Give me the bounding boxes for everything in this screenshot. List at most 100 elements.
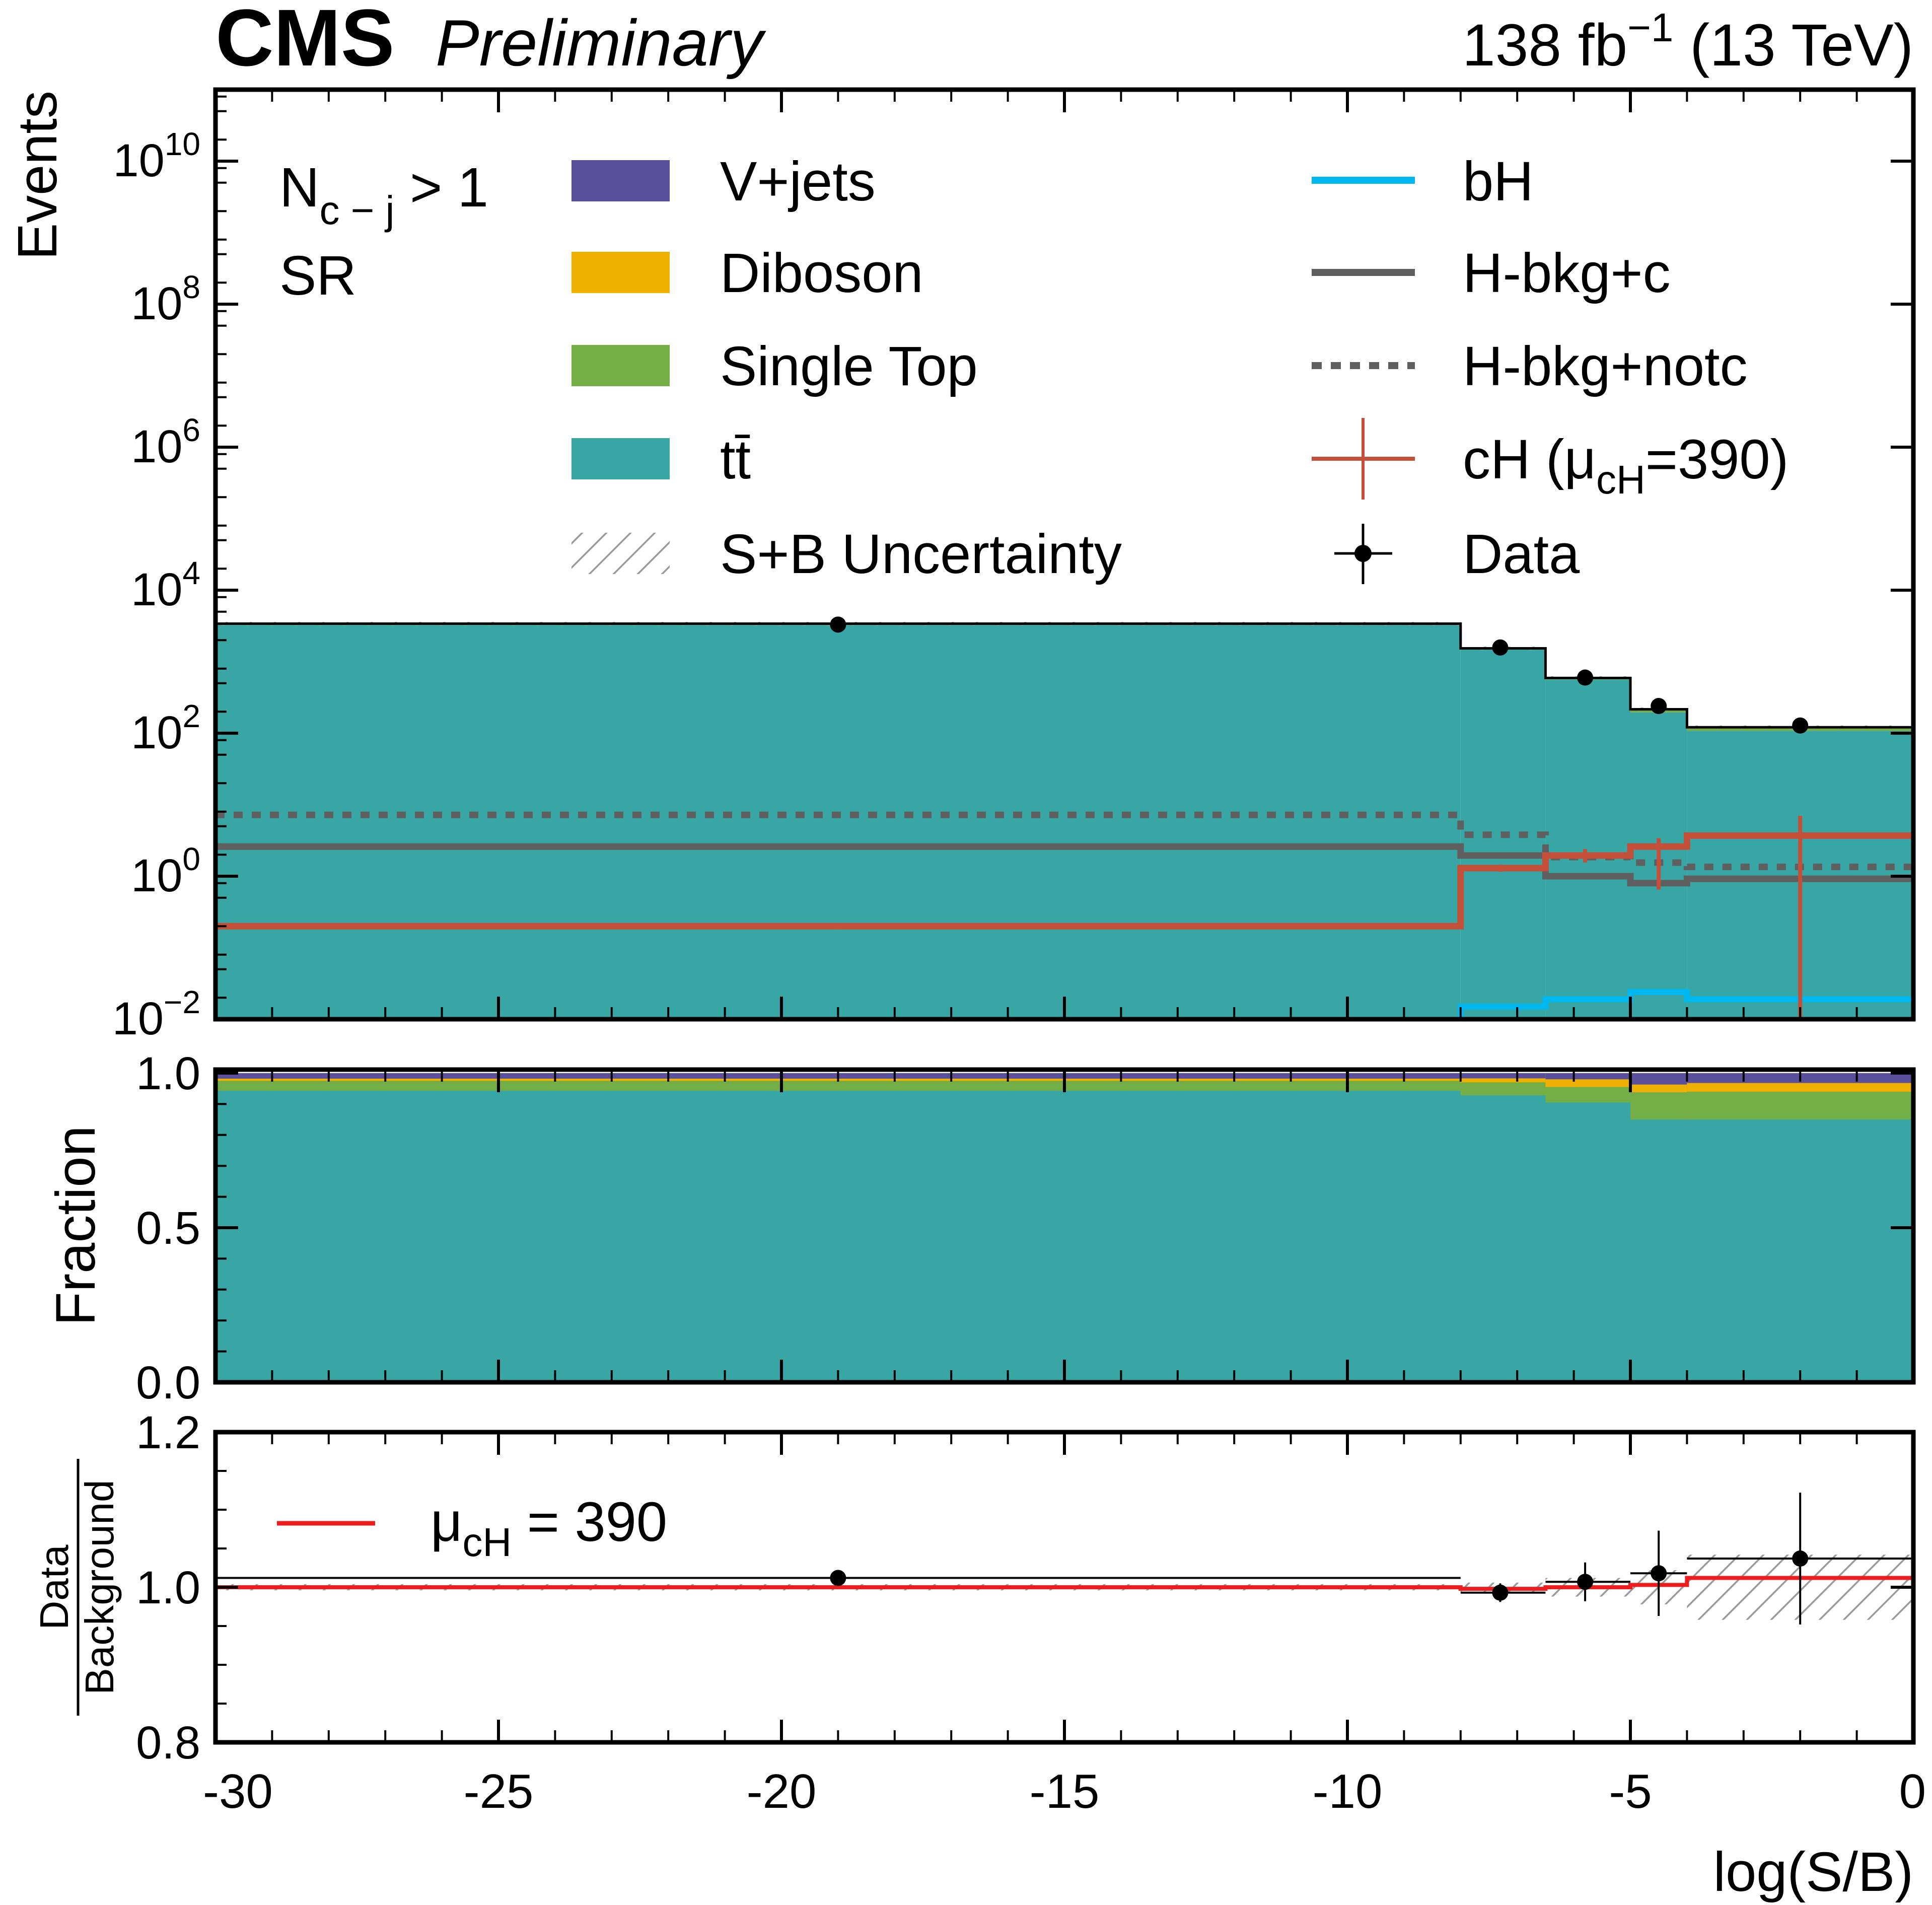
main-ytick-label-0: 10−2 <box>112 984 200 1044</box>
main-ytick-label-6: 1010 <box>113 126 200 186</box>
region-sr-label: SR <box>279 245 356 307</box>
legend-cH-sub: cH <box>1596 457 1645 502</box>
fraction-bar-ttbar-1 <box>1460 1095 1546 1382</box>
main-ytick-label-1: 100 <box>131 841 200 901</box>
x-tick-label-5: -5 <box>1609 1765 1652 1818</box>
fraction-axes: 0.0 0.5 1.0 <box>136 1048 1915 1408</box>
fraction-plot-area <box>216 1073 1913 1382</box>
ratio-ytick-label-0: 0.8 <box>136 1717 200 1769</box>
main-ytick-sup-1: 0 <box>182 841 200 877</box>
legend-swatch-diboson <box>571 252 670 293</box>
ratio-legend-value: = 390 <box>512 1491 667 1553</box>
njet-cond <box>394 157 410 219</box>
main-ytick-base-2: 10 <box>131 707 182 758</box>
fraction-ytick-label-1: 0.5 <box>136 1203 200 1254</box>
main-ytick-label-2: 102 <box>131 698 200 758</box>
cms-label: CMS <box>216 0 395 83</box>
line-hbkg-c <box>216 843 1913 887</box>
x-tick-label-3: -15 <box>1030 1765 1100 1818</box>
main-ytick-sup-0: −2 <box>164 984 200 1020</box>
main-ytick-base-1: 10 <box>131 850 182 901</box>
njet-sub: c − j <box>319 188 394 233</box>
main-ytick-sup-5: 8 <box>182 269 200 305</box>
stack-bar-ttbar-0 <box>216 624 1461 1019</box>
x-tick-label-6: 0 <box>1899 1765 1926 1818</box>
ratio-data-point-1 <box>1492 1584 1509 1601</box>
legend-label-ttbar: tt̄ <box>720 429 751 490</box>
ratio-data-point-4 <box>1792 1550 1809 1567</box>
main-ytick-sup-3: 4 <box>182 555 200 591</box>
main-ytick-base-6: 10 <box>113 135 164 186</box>
main-ytick-label-5: 108 <box>131 269 200 329</box>
main-ytick-label-3: 104 <box>131 555 200 615</box>
ratio-data-point-0 <box>830 1570 846 1586</box>
data-point-1 <box>1492 639 1509 656</box>
ratio-ytick-label-1: 1.0 <box>136 1562 200 1613</box>
main-ytick-base-4: 10 <box>131 421 182 472</box>
ratio-legend-label: μcH = 390 <box>431 1491 667 1565</box>
legend-swatch-uncertainty <box>571 533 670 574</box>
data-point-3 <box>1651 698 1667 715</box>
fraction-ytick-label-0: 0.0 <box>136 1357 200 1408</box>
legend-cH-base: cH (μ <box>1463 429 1596 490</box>
data-point-0 <box>830 616 846 633</box>
x-tick-label-0: -30 <box>203 1765 273 1818</box>
legend-label-hbkg-c: H-bkg+c <box>1463 242 1671 304</box>
ratio-axes: 0.8 1.0 1.2 -30 -25 -20 -15 -10 -5 0 <box>136 1407 1926 1818</box>
preliminary-label: Preliminary <box>436 6 766 80</box>
x-tick-label-4: -10 <box>1313 1765 1383 1818</box>
fraction-bar-ttbar-2 <box>1545 1102 1630 1382</box>
ratio-ylabel: Data Background <box>32 1459 122 1716</box>
legend-marker-data <box>1354 545 1372 562</box>
data-point-2 <box>1577 669 1594 686</box>
main-ytick-label-4: 106 <box>131 412 200 472</box>
data-point-4 <box>1792 717 1809 734</box>
fraction-bar-ttbar-4 <box>1687 1119 1913 1382</box>
main-plot-area <box>216 616 1913 1019</box>
line-cH <box>216 832 1913 930</box>
x-tick-label-2: -20 <box>747 1765 817 1818</box>
fraction-ytick-label-2: 1.0 <box>136 1048 200 1099</box>
main-ytick-sup-4: 6 <box>182 412 200 448</box>
legend-label-vjets: V+jets <box>720 151 876 213</box>
main-ytick-sup-6: 10 <box>165 126 200 162</box>
fraction-bar-ttbar-0 <box>216 1090 1461 1382</box>
ratio-ylabel-numerator: Data <box>32 1544 77 1630</box>
legend-swatch-singletop <box>571 345 670 386</box>
legend-swatch-vjets <box>571 160 670 201</box>
ratio-ytick-label-2: 1.2 <box>136 1407 200 1458</box>
ratio-legend-sub: cH <box>462 1520 512 1565</box>
main-ylabel: Events <box>7 91 68 260</box>
ratio-data-point-2 <box>1577 1574 1594 1590</box>
fraction-ylabel: Fraction <box>45 1125 107 1325</box>
legend-label-cH: cH (μcH=390) <box>1463 429 1788 502</box>
lumi-label: 138 fb−1 (13 TeV) <box>1462 5 1913 79</box>
legend-label-bH: bH <box>1463 151 1534 213</box>
main-ytick-base-3: 10 <box>131 564 182 615</box>
x-tick-label-1: -25 <box>464 1765 534 1818</box>
njet-base: N <box>279 157 319 219</box>
ratio-plot-area <box>216 1493 1913 1625</box>
energy-value: (13 TeV) <box>1690 12 1913 79</box>
region-njet-label: Nc − j > 1 <box>279 157 488 233</box>
legend-label-diboson: Diboson <box>720 242 923 304</box>
legend: V+jets Diboson Single Top tt̄ S+B Uncert… <box>571 151 1788 585</box>
lumi-value: 138 fb <box>1462 12 1627 79</box>
ratio-ylabel-denominator: Background <box>77 1480 122 1695</box>
stack-bar-ttbar-2 <box>1545 679 1630 1019</box>
legend-label-hbkg-notc: H-bkg+notc <box>1463 335 1748 397</box>
main-ytick-sup-2: 2 <box>182 698 200 734</box>
legend-label-singletop: Single Top <box>720 335 978 397</box>
njet-cond-text: > 1 <box>410 157 488 219</box>
x-axis-label: log(S/B) <box>1713 1841 1913 1903</box>
legend-swatch-ttbar <box>571 438 670 479</box>
ratio-data-point-3 <box>1651 1565 1667 1582</box>
fraction-bar-ttbar-3 <box>1630 1119 1687 1382</box>
main-ytick-base-0: 10 <box>112 993 164 1044</box>
lumi-exponent: −1 <box>1627 5 1673 50</box>
legend-label-uncertainty: S+B Uncertainty <box>720 523 1122 585</box>
legend-label-data: Data <box>1463 523 1580 585</box>
main-ytick-base-5: 10 <box>131 278 182 329</box>
